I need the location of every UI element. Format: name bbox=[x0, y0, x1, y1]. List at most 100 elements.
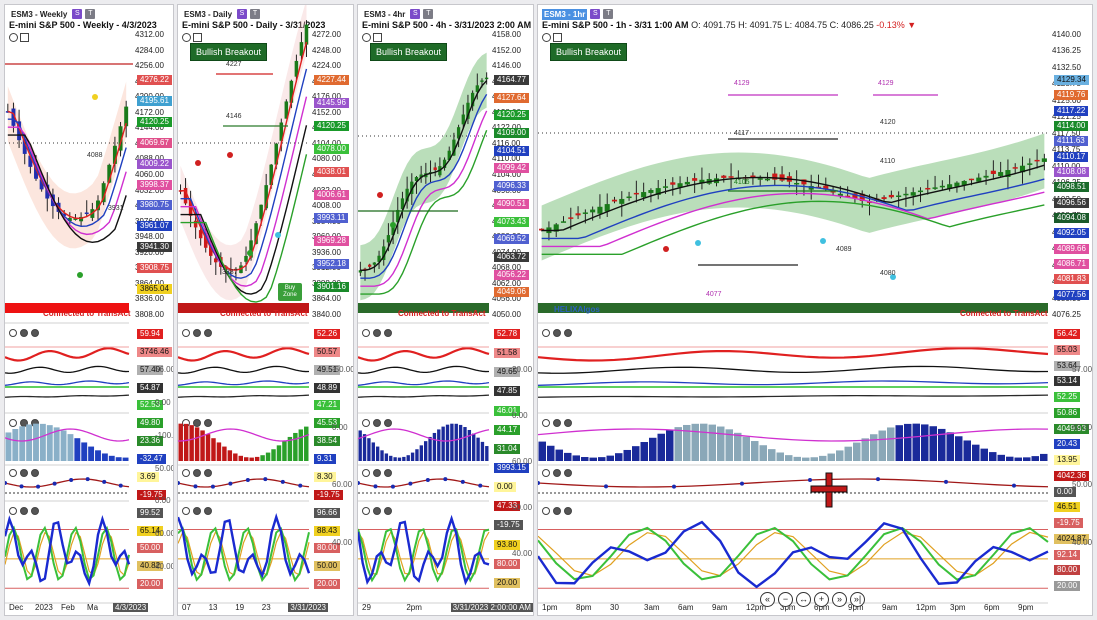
daily-price-plot[interactable] bbox=[178, 5, 354, 616]
signal-dot bbox=[247, 250, 253, 256]
candle-body bbox=[604, 204, 610, 212]
settings-icon[interactable] bbox=[542, 33, 551, 42]
indicator-tick: 40.00 bbox=[332, 537, 353, 547]
price-badge: 3908.75 bbox=[137, 263, 172, 274]
time-label: 4/3/2023 bbox=[113, 603, 149, 612]
candle-body bbox=[699, 179, 705, 184]
price-axis[interactable]: 4272.004248.004224.004200.004176.004152.… bbox=[310, 5, 353, 615]
price-axis[interactable]: 4140.004136.254132.504128.754125.004121.… bbox=[1050, 5, 1092, 615]
nav-button[interactable]: ↔ bbox=[796, 592, 811, 607]
tab-symbol[interactable]: ESM3 - Daily bbox=[184, 9, 233, 19]
candle-body bbox=[728, 176, 734, 178]
indicator-badge: -32.47 bbox=[137, 454, 166, 465]
nav-button[interactable]: + bbox=[814, 592, 829, 607]
candle-body bbox=[648, 190, 654, 193]
level-label: 4120 bbox=[880, 119, 896, 126]
pane-control-icon bbox=[193, 419, 201, 427]
time-label: 9am bbox=[882, 603, 898, 612]
histogram-bar bbox=[734, 432, 742, 461]
price-tick: 3976.00 bbox=[135, 217, 164, 226]
indicator-badge: 92.14 bbox=[1054, 549, 1081, 560]
s-button[interactable]: S bbox=[410, 9, 421, 19]
histogram-bar bbox=[912, 423, 920, 461]
moving-average-line bbox=[180, 96, 308, 287]
chart-panel-daily[interactable]: ESM3 - Daily S T E-mini S&P 500 - Daily … bbox=[177, 4, 354, 616]
moving-average-line bbox=[7, 134, 127, 244]
candle-body bbox=[410, 181, 414, 194]
settings-icon[interactable] bbox=[182, 33, 191, 42]
price-axis[interactable]: 4158.004152.004146.004140.004134.004128.… bbox=[490, 5, 533, 615]
histogram-bar bbox=[410, 452, 415, 461]
time-label: 3pm bbox=[950, 603, 966, 612]
chart-panel-weekly[interactable]: ESM3 - Weekly S T E-mini S&P 500 - Weekl… bbox=[4, 4, 174, 616]
nav-button[interactable]: » bbox=[832, 592, 847, 607]
time-label: 9am bbox=[712, 603, 728, 612]
price-tick: 4032.00 bbox=[135, 185, 164, 195]
candle-body bbox=[1041, 158, 1047, 162]
s-button[interactable]: S bbox=[590, 9, 601, 19]
nav-button[interactable]: »| bbox=[850, 592, 865, 607]
candle-body bbox=[269, 164, 273, 186]
tab-row: ESM3 - Weekly S T bbox=[9, 8, 96, 20]
histogram-bar bbox=[46, 425, 53, 461]
histogram-bar bbox=[397, 457, 402, 461]
price-tick: 4158.00 bbox=[492, 30, 521, 39]
indicator-badge: 49.65 bbox=[494, 367, 521, 378]
settings-icon[interactable] bbox=[362, 33, 371, 42]
indicator-badge: 3746.46 bbox=[137, 346, 172, 357]
t-button[interactable]: T bbox=[85, 9, 96, 19]
t-button[interactable]: T bbox=[603, 9, 614, 19]
plus-icon[interactable] bbox=[553, 33, 562, 42]
t-button[interactable]: T bbox=[250, 9, 261, 19]
price-tick: 4050.00 bbox=[492, 310, 521, 319]
stoch-fast-line bbox=[358, 514, 490, 586]
1hr-price-plot[interactable] bbox=[538, 5, 1093, 616]
signal-dot bbox=[77, 272, 83, 278]
tab-row: ESM3 - 4hr S T bbox=[362, 8, 434, 20]
plus-icon[interactable] bbox=[193, 33, 202, 42]
4hr-price-plot[interactable] bbox=[358, 5, 534, 616]
macd-signal-line bbox=[358, 428, 490, 442]
osc-dot bbox=[5, 481, 7, 485]
weekly-price-plot[interactable] bbox=[5, 5, 174, 616]
price-tick: 4152.00 bbox=[312, 107, 341, 117]
indicator-tick: 50.00 bbox=[512, 503, 533, 512]
candle-body bbox=[34, 164, 38, 179]
indicator-badge: 23.36 bbox=[137, 436, 164, 447]
histogram-bar bbox=[287, 436, 293, 461]
chart-panel-4hr[interactable]: ESM3 - 4hr S T E-mini S&P 500 - 4h - 3/3… bbox=[357, 4, 534, 616]
signal-dot bbox=[820, 238, 826, 244]
candle-body bbox=[386, 235, 391, 243]
price-badge: 4120.25 bbox=[137, 116, 172, 127]
indicator-badge: 46.51 bbox=[1054, 502, 1081, 513]
price-axis[interactable]: 4312.004284.004256.004228.004200.004172.… bbox=[133, 5, 173, 615]
price-badge: 4096.33 bbox=[494, 181, 529, 192]
watermark-logo: HELIXAlgos bbox=[554, 305, 600, 314]
plus-icon[interactable] bbox=[373, 33, 382, 42]
stoch-signal-line bbox=[178, 526, 310, 583]
connection-status: Connected to TransAct bbox=[220, 309, 308, 318]
histogram-bar bbox=[467, 429, 472, 461]
nav-button[interactable]: « bbox=[760, 592, 775, 607]
chart-panel-1hr[interactable]: ESM3 - 1hr S T E-mini S&P 500 - 1h - 3/3… bbox=[537, 4, 1093, 616]
indicator-badge: 40.82 bbox=[137, 561, 164, 572]
tab-symbol[interactable]: ESM3 - Weekly bbox=[11, 9, 68, 19]
t-button[interactable]: T bbox=[423, 9, 434, 19]
candle-body bbox=[456, 127, 461, 139]
nav-button[interactable]: − bbox=[778, 592, 793, 607]
osc-dot bbox=[944, 479, 948, 484]
tab-symbol[interactable]: ESM3 - 4hr bbox=[364, 9, 406, 19]
tab-symbol[interactable]: ESM3 - 1hr bbox=[542, 8, 588, 20]
s-button[interactable]: S bbox=[237, 9, 248, 19]
candle-body bbox=[208, 244, 213, 256]
settings-icon[interactable] bbox=[9, 33, 18, 42]
candle-body bbox=[363, 268, 367, 271]
pane-control-icon bbox=[384, 507, 392, 515]
indicator-line bbox=[178, 347, 310, 362]
histogram-bar bbox=[282, 441, 287, 461]
histogram-bar bbox=[980, 448, 988, 461]
s-button[interactable]: S bbox=[72, 9, 83, 19]
plus-icon[interactable] bbox=[20, 33, 29, 42]
level-label: 4146 bbox=[226, 113, 242, 120]
histogram-bar bbox=[768, 449, 776, 461]
